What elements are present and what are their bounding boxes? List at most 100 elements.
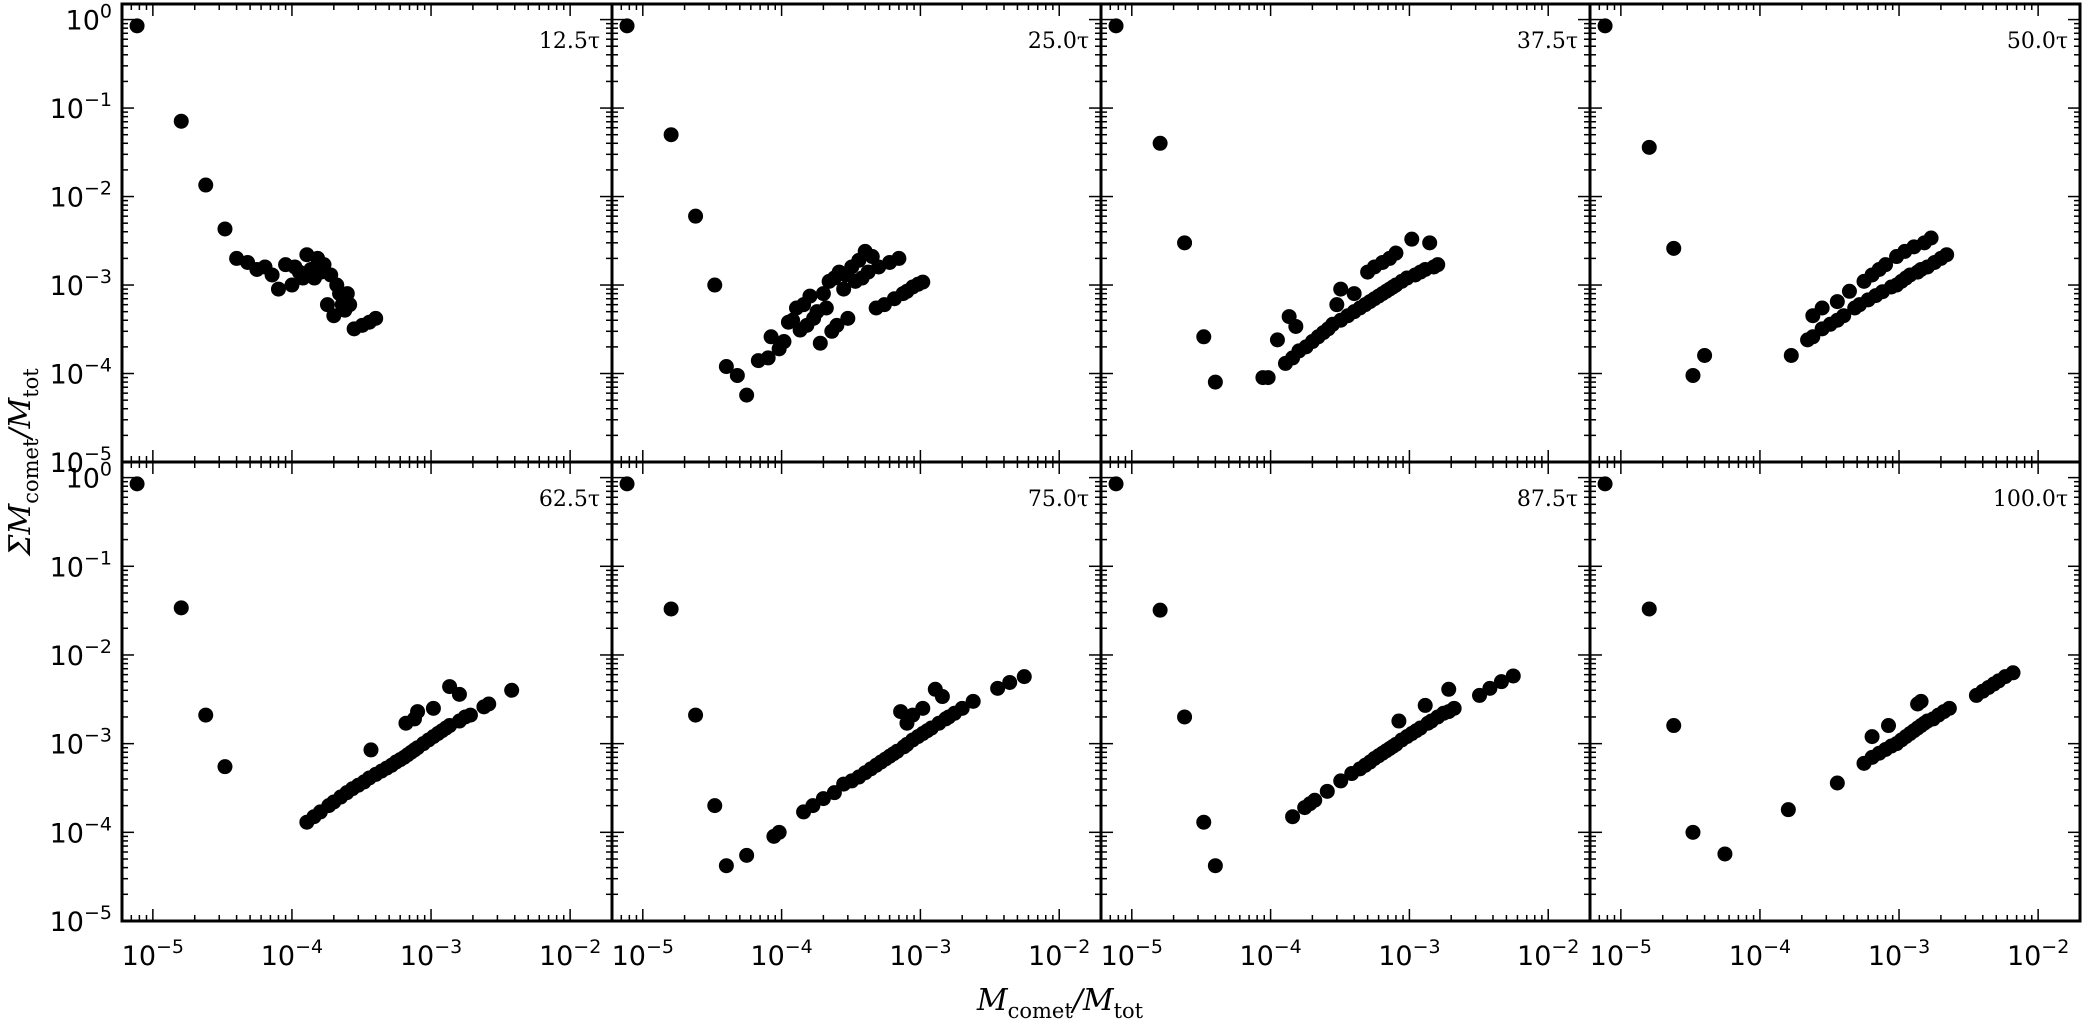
data-point bbox=[812, 335, 828, 351]
data-point bbox=[1939, 247, 1955, 263]
data-point bbox=[1329, 297, 1345, 313]
data-point bbox=[1666, 718, 1682, 734]
panel-ticks bbox=[611, 4, 1102, 463]
data-point bbox=[451, 686, 467, 702]
data-point bbox=[1108, 18, 1124, 34]
data-point bbox=[1841, 283, 1857, 299]
panel-ticks bbox=[1589, 4, 2081, 463]
panel-ticks bbox=[1589, 462, 2081, 922]
data-point bbox=[217, 221, 233, 237]
panel-8: 100.0τ 10−5 10−4 10−3 10−2 bbox=[1588, 460, 2082, 972]
data-point bbox=[840, 310, 856, 326]
data-point bbox=[1685, 367, 1701, 383]
panel-time-label: 100.0τ bbox=[1993, 487, 2068, 512]
panel-2: 25.0τ bbox=[610, 2, 1103, 464]
data-point bbox=[363, 742, 379, 758]
data-point bbox=[1002, 674, 1018, 690]
x-tick-label: 10−3 bbox=[400, 936, 462, 972]
panel-frame bbox=[1099, 460, 1592, 923]
data-point bbox=[1878, 257, 1894, 273]
data-point bbox=[1697, 347, 1713, 363]
y-tick-label: 10−3 bbox=[50, 725, 112, 761]
data-point bbox=[1391, 713, 1407, 729]
y-tick-label: 100 bbox=[66, 1, 112, 37]
panel-points bbox=[619, 476, 1032, 874]
panel-time-label: 87.5τ bbox=[1517, 487, 1578, 512]
data-point bbox=[619, 476, 635, 492]
data-point bbox=[1346, 286, 1362, 302]
x-tick-label: 10−5 bbox=[612, 936, 674, 972]
data-point bbox=[173, 113, 189, 129]
data-point bbox=[504, 682, 520, 698]
data-point bbox=[2005, 665, 2021, 681]
panel-time-label: 37.5τ bbox=[1517, 29, 1578, 54]
x-tick-label: 10−3 bbox=[889, 936, 951, 972]
y-tick-label: 10−1 bbox=[50, 547, 112, 583]
panel-ticks bbox=[121, 462, 613, 922]
data-point bbox=[763, 329, 779, 345]
data-point bbox=[802, 288, 818, 304]
y-tick-label: 10−2 bbox=[50, 636, 112, 672]
data-point bbox=[1923, 230, 1939, 246]
panel-6: 75.0τ 10−5 10−4 10−3 10−2 bbox=[610, 460, 1103, 972]
data-point bbox=[1260, 370, 1276, 386]
data-point bbox=[718, 858, 734, 874]
data-point bbox=[1307, 792, 1323, 808]
data-point bbox=[1404, 231, 1420, 247]
data-point bbox=[915, 274, 931, 290]
panel-time-label: 62.5τ bbox=[539, 487, 600, 512]
x-tick-label: 10−4 bbox=[1239, 936, 1301, 972]
data-point bbox=[1388, 245, 1404, 261]
x-axis-title: Mcomet​/Mtot​ bbox=[976, 983, 1144, 1020]
data-point bbox=[368, 310, 384, 326]
data-point bbox=[1829, 775, 1845, 791]
x-tick-label: 10−2 bbox=[2007, 936, 2069, 972]
data-point bbox=[1207, 858, 1223, 874]
data-point bbox=[1881, 718, 1897, 734]
data-point bbox=[173, 600, 189, 616]
data-point bbox=[815, 286, 831, 302]
panel-frame bbox=[1588, 2, 2082, 464]
panel-points bbox=[1597, 18, 1955, 383]
data-point bbox=[818, 300, 834, 316]
panel-frame bbox=[120, 460, 614, 923]
data-point bbox=[284, 277, 300, 293]
data-point bbox=[1319, 783, 1335, 799]
x-tick-label: 10−5 bbox=[122, 936, 184, 972]
data-point bbox=[829, 317, 845, 333]
data-point bbox=[1864, 729, 1880, 745]
data-point bbox=[1285, 809, 1301, 825]
data-point bbox=[1829, 294, 1845, 310]
panel-3: 37.5τ bbox=[1099, 2, 1592, 464]
x-tick-label: 10−2 bbox=[1517, 936, 1579, 972]
data-point bbox=[688, 208, 704, 224]
y-tick-label: 100 bbox=[66, 459, 112, 495]
data-point bbox=[1441, 681, 1457, 697]
data-point bbox=[954, 700, 970, 716]
data-point bbox=[1108, 476, 1124, 492]
data-point bbox=[270, 281, 286, 297]
data-point bbox=[1430, 257, 1446, 273]
data-point bbox=[1177, 709, 1193, 725]
data-point bbox=[771, 824, 787, 840]
data-point bbox=[1783, 347, 1799, 363]
panel-7: 87.5τ 10−5 10−4 10−3 10−2 bbox=[1099, 460, 1592, 972]
panel-frame bbox=[1588, 460, 2082, 923]
data-point bbox=[1333, 281, 1349, 297]
panel-points bbox=[1108, 476, 1521, 874]
panel-points bbox=[129, 476, 520, 830]
data-point bbox=[1641, 601, 1657, 617]
data-point bbox=[739, 847, 755, 863]
panel-time-label: 50.0τ bbox=[2007, 29, 2068, 54]
x-tick-label: 10−5 bbox=[1590, 936, 1652, 972]
y-tick-label: 10−5 bbox=[50, 902, 112, 938]
data-point bbox=[1152, 602, 1168, 618]
data-point bbox=[1482, 680, 1498, 696]
panel-ticks bbox=[1100, 4, 1591, 463]
y-tick-label: 10−4 bbox=[50, 355, 112, 391]
data-point bbox=[319, 297, 335, 313]
data-point bbox=[462, 707, 478, 723]
data-point bbox=[836, 281, 852, 297]
data-point bbox=[663, 601, 679, 617]
